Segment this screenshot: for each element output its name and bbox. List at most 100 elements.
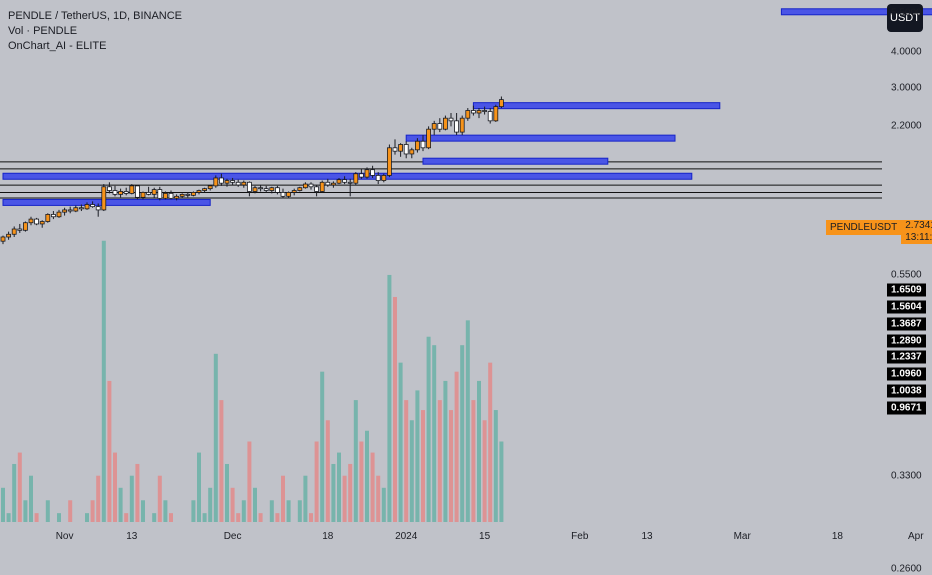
candle-down	[185, 193, 191, 196]
candle-down	[403, 144, 409, 155]
candle-up	[140, 192, 146, 198]
candle-down	[482, 110, 488, 112]
volume-bar	[85, 513, 89, 522]
candle-down	[392, 147, 398, 152]
volume-bar	[236, 513, 241, 522]
time-tick-label: 18	[322, 531, 334, 542]
level-price-label: 1.0038	[887, 384, 926, 398]
symbol-title[interactable]: PENDLE / TetherUS, 1D, BINANCE	[8, 10, 183, 22]
volume-bar	[443, 380, 448, 522]
volume-bar	[90, 500, 95, 522]
price-zone	[472, 102, 721, 110]
volume-bar	[409, 420, 414, 522]
currency-button[interactable]: USDT	[887, 4, 923, 32]
volume-bar	[286, 500, 291, 522]
chart-legend: PENDLE / TetherUS, 1D, BINANCE Vol · PEN…	[8, 9, 182, 54]
volume-bar	[101, 240, 106, 523]
candle-down	[235, 181, 241, 186]
volume-bar	[325, 420, 330, 522]
volume-bar	[426, 336, 431, 522]
candle-up	[252, 187, 258, 192]
volume-bar	[432, 345, 437, 522]
level-price-label: 1.2337	[887, 350, 926, 364]
volume-bar	[169, 513, 173, 522]
candle-up	[56, 211, 62, 218]
price-zone	[405, 134, 676, 142]
candle-down	[95, 206, 101, 211]
volume-bar	[118, 487, 123, 522]
candle-down	[246, 181, 252, 192]
candle-up	[476, 110, 482, 114]
candle-down	[123, 191, 129, 194]
candle-down	[308, 183, 314, 188]
price-tick-label: 0.2600	[891, 563, 922, 575]
candle-up	[442, 117, 448, 130]
candle-down	[258, 187, 264, 190]
candle-up	[241, 181, 247, 186]
time-tick-label: 13	[641, 531, 653, 542]
price-tag-countdown: 13:11:44	[905, 232, 932, 243]
time-tick-label: Nov	[55, 531, 74, 542]
candle-down	[34, 218, 39, 225]
candle-up	[174, 195, 180, 199]
volume-bar	[45, 500, 50, 522]
volume-bar	[225, 463, 229, 522]
volume-bar	[157, 475, 162, 522]
candle-up	[179, 193, 185, 197]
candle-up	[414, 140, 420, 151]
volume-bar	[247, 441, 252, 522]
volume-bar	[493, 410, 498, 522]
time-tick-label: 13	[126, 531, 138, 542]
volume-indicator-label[interactable]: Vol · PENDLE	[8, 25, 78, 37]
price-zone	[780, 8, 932, 16]
time-tick-label: 2024	[395, 531, 418, 542]
volume-bar	[398, 362, 403, 522]
candle-down	[263, 188, 269, 191]
price-tick-label: 2.2000	[891, 120, 922, 132]
volume-bar	[359, 441, 364, 522]
volume-bar	[141, 500, 145, 522]
candle-up	[190, 192, 196, 196]
level-price-label: 1.2890	[887, 334, 926, 348]
volume-bar	[23, 500, 28, 522]
candlestick-chart[interactable]	[0, 0, 932, 550]
volume-bar	[129, 475, 134, 522]
candle-up	[431, 123, 437, 130]
volume-bar	[96, 475, 101, 522]
candle-down	[314, 186, 320, 192]
candle-down	[134, 185, 140, 198]
candle-down	[107, 186, 112, 191]
price-tick-label: 5.5000	[891, 7, 922, 19]
price-tick-label: 3.0000	[891, 82, 922, 94]
candle-up	[319, 181, 325, 192]
volume-bar	[471, 400, 476, 522]
volume-bar	[465, 320, 470, 522]
time-tick-label: Mar	[733, 531, 751, 542]
level-price-label: 1.0960	[887, 367, 926, 381]
volume-bar	[365, 430, 369, 522]
volume-bar	[275, 513, 280, 522]
chart-area[interactable]	[0, 0, 932, 550]
volume-bar	[124, 513, 129, 522]
volume-bar	[376, 475, 381, 522]
candle-down	[437, 123, 443, 130]
volume-bar	[258, 513, 263, 522]
level-price-label: 1.6509	[887, 283, 926, 297]
candle-down	[146, 192, 152, 195]
onchart-indicator-label[interactable]: OnChart_AI - ELITE	[8, 40, 107, 52]
candle-up	[129, 185, 135, 194]
candle-down	[157, 189, 163, 199]
volume-bar	[297, 500, 302, 522]
volume-bar	[281, 475, 285, 522]
volume-bar	[331, 463, 336, 522]
volume-bar	[482, 420, 487, 522]
volume-bar	[113, 452, 117, 522]
candle-down	[168, 192, 174, 199]
candle-down	[67, 209, 73, 212]
candle-up	[213, 177, 219, 187]
volume-bar	[213, 353, 218, 522]
volume-bar	[381, 487, 386, 522]
price-tick-label: 4.0000	[891, 46, 922, 58]
level-price-label: 1.5604	[887, 300, 926, 314]
